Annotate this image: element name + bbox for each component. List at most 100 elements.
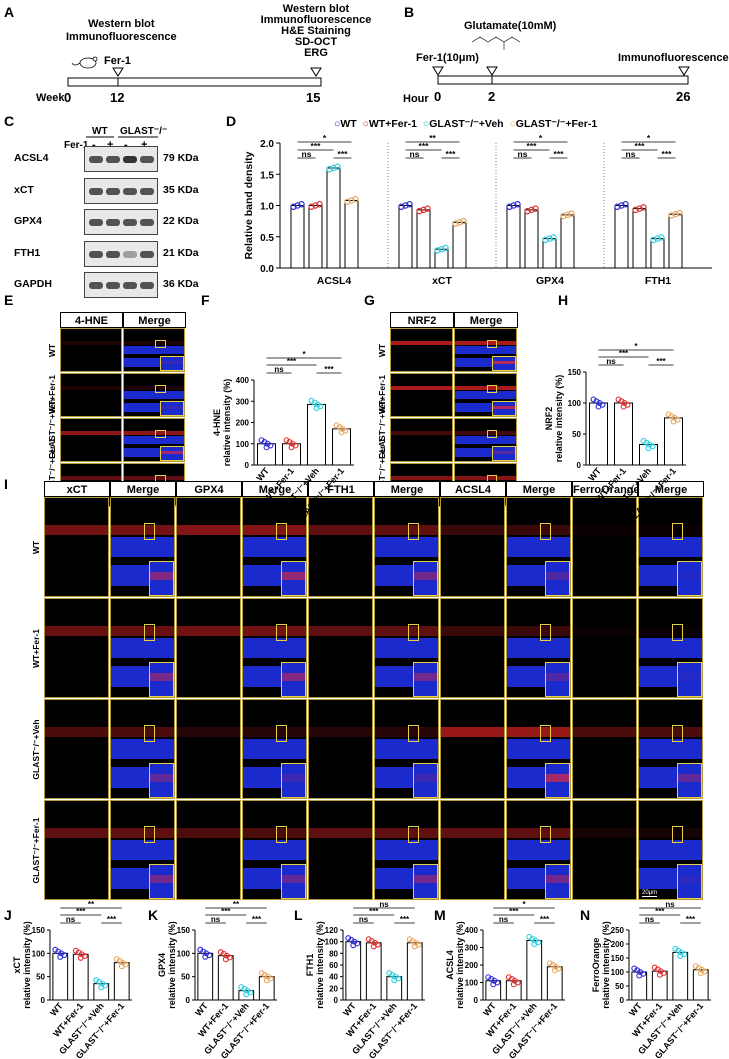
legend-wtfer-marker: ○ <box>362 118 369 130</box>
micrograph-header: Merge <box>506 481 572 497</box>
chart-n-ytick-label: 0 <box>620 996 625 1005</box>
chart-d-bar <box>398 205 413 269</box>
chart-j-ytick-label: 150 <box>32 926 46 935</box>
blot-band <box>106 188 120 195</box>
chart-l-ytick-label: 120 <box>325 926 339 935</box>
zoom-inset <box>148 661 174 697</box>
chart-d-sig-label: *** <box>635 141 646 151</box>
chart-l-xtick-label: WT <box>341 1000 358 1018</box>
nuclear-layer <box>507 739 570 759</box>
chart-m-ytick-label: 100 <box>465 979 479 988</box>
nuclear-layer <box>375 638 438 658</box>
chart-d-sig-label: *** <box>311 141 322 151</box>
tissue-band <box>391 475 452 480</box>
chart-n-ytick-label: 200 <box>611 940 625 949</box>
micrograph-header: Merge <box>110 481 176 497</box>
chart-d-point <box>348 197 355 204</box>
micrograph-tile <box>390 418 453 462</box>
zoom-box <box>671 825 683 844</box>
zoom-box <box>275 724 287 743</box>
chart-d-sig-label: *** <box>446 149 457 159</box>
chart-n-xtick-label: WT <box>627 1000 644 1018</box>
blot-protein-label: GAPDH <box>14 278 52 290</box>
blot-band <box>123 188 137 195</box>
chart-k-bar <box>217 955 234 1001</box>
chart-h-ytick-label: 50 <box>572 430 581 439</box>
chart-k-bar <box>197 952 214 1001</box>
tissue-band <box>61 475 121 480</box>
nuclear-layer <box>124 390 184 400</box>
chart-n-point <box>656 971 663 978</box>
micrograph-tile <box>44 699 109 799</box>
chart-d-sig-label: *** <box>554 149 565 159</box>
tissue-band <box>573 828 636 839</box>
timeline-b-fer: Fer-1(10μm) <box>416 52 479 64</box>
tissue-band <box>507 727 570 738</box>
chart-l-ytick-label: 40 <box>329 973 338 982</box>
timeline-b-bar <box>437 75 689 85</box>
tissue-band <box>111 727 174 738</box>
tissue-band <box>441 828 504 839</box>
chart-m-bar <box>526 940 543 1001</box>
micrograph-tile <box>572 497 637 597</box>
nuclear-layer <box>243 537 306 557</box>
panel-label-b: B <box>404 4 415 20</box>
legend-fer: GLAST⁻/⁻+Fer-1 <box>515 118 598 130</box>
micrograph-tile <box>123 373 185 417</box>
tissue-band <box>441 525 504 536</box>
chart-l-sig-label: *** <box>400 915 410 924</box>
micrograph-header: Merge <box>242 481 308 497</box>
chart-j-ylabel: xCT <box>12 956 22 974</box>
timeline-b-marker-0 <box>432 66 444 76</box>
chart-j-sig-label: ns <box>66 915 76 924</box>
chart-l-point <box>411 943 418 950</box>
tissue-band <box>391 385 452 390</box>
chart-d-bar <box>506 205 521 269</box>
zoom-box <box>539 623 551 642</box>
micrograph-tile <box>572 598 637 698</box>
chart-d-bar <box>308 205 323 269</box>
tissue-band <box>309 828 372 839</box>
panel-label-n: N <box>580 907 591 923</box>
chart-f-point <box>288 444 295 451</box>
blot-band <box>140 156 154 163</box>
micrograph-header: ACSL4 <box>440 481 506 497</box>
zoom-box <box>407 825 419 844</box>
chart-f-xtick-label: GLAST⁻/⁻+Veh <box>272 466 321 521</box>
tissue-band <box>45 525 108 536</box>
chart-j-bar <box>72 953 89 1001</box>
zoom-inset <box>148 762 174 798</box>
tissue-band <box>441 626 504 637</box>
tissue-band <box>573 626 636 637</box>
chart-f-bar <box>307 403 326 466</box>
zoom-inset <box>412 560 438 596</box>
zoom-box <box>539 522 551 541</box>
nuclear-layer <box>455 345 516 355</box>
micrograph-tile <box>60 373 122 417</box>
timeline-b-tick-26: 26 <box>676 89 691 104</box>
chart-d-ytick-label: 1.5 <box>260 170 274 181</box>
tissue-band <box>507 525 570 536</box>
chart-l-ytick-label: 60 <box>329 961 338 970</box>
tissue-band <box>375 626 438 637</box>
blot-band <box>123 282 137 289</box>
panel-label-i: I <box>4 476 8 492</box>
chart-l-bar <box>406 942 423 1001</box>
micrograph-header: GPX4 <box>176 481 242 497</box>
blot-treat-label: Fer-1 <box>64 140 89 151</box>
chart-f-ytick-label: 0 <box>245 461 250 470</box>
zoom-inset <box>544 560 570 596</box>
chart-m-ytick-label: 0 <box>474 996 479 1005</box>
tissue-band <box>507 828 570 839</box>
chart-d-point <box>564 211 571 219</box>
chart-j-ytick-label: 0 <box>41 996 46 1005</box>
chart-d-point <box>542 236 549 244</box>
chart-f-sig-label: * <box>302 350 306 359</box>
chart-n-ytick-label: 150 <box>611 954 625 963</box>
blot-band <box>89 251 103 258</box>
chart-j-sig-label: ** <box>88 900 95 909</box>
panel-label-e: E <box>4 292 14 308</box>
zoom-box <box>671 522 683 541</box>
